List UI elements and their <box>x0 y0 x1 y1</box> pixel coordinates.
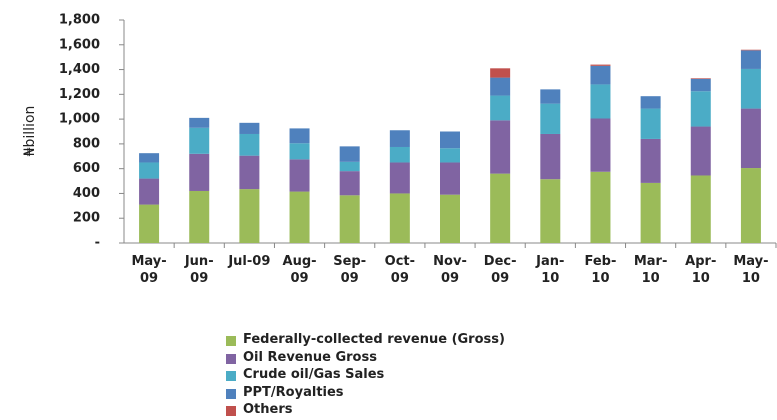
bar-segment <box>389 130 410 147</box>
bar-segment <box>590 118 611 172</box>
y-tick-label: 600 <box>73 161 100 176</box>
bar-segment <box>289 191 310 243</box>
x-tick-label: Oct-09 <box>384 254 416 286</box>
bar-segment <box>690 126 711 176</box>
x-tick-label: Dec-09 <box>483 254 517 286</box>
y-tick-label: 1,200 <box>59 87 100 102</box>
bar-segment <box>690 78 711 92</box>
bar-segment <box>540 133 561 180</box>
bar-segment <box>189 117 210 128</box>
x-tick-label: Aug-09 <box>282 254 317 286</box>
x-tick-label: Nov-09 <box>433 254 467 286</box>
bar-segment <box>189 153 210 191</box>
bar-segment <box>139 178 160 205</box>
bar-segment <box>189 190 210 243</box>
bar-segment <box>490 120 511 174</box>
bar-segment <box>239 155 260 190</box>
bar-segment <box>740 68 761 109</box>
y-tick-label: 1,000 <box>59 112 100 127</box>
legend-label: Crude oil/Gas Sales <box>243 367 385 382</box>
bar-segment <box>490 173 511 243</box>
legend-swatch <box>226 336 236 346</box>
bar-segment <box>339 171 360 196</box>
x-tick-label: Jun-09 <box>184 254 214 286</box>
bar-segment <box>289 159 310 192</box>
x-tick-label: Jan-10 <box>536 254 565 286</box>
x-tick-label: Jul-09 <box>228 254 271 269</box>
bar-segment <box>139 204 160 243</box>
legend-label: PPT/Royalties <box>243 384 344 400</box>
x-tick-label: Mar-10 <box>633 254 668 286</box>
bar-segment <box>740 49 761 51</box>
bar-segment <box>640 96 661 109</box>
bar-segment <box>690 91 711 127</box>
legend-label: Oil Revenue Gross <box>243 349 377 365</box>
legend-swatch <box>226 353 236 364</box>
y-tick-label: 1,600 <box>59 37 100 52</box>
legend-swatch <box>226 406 236 416</box>
bar-segment <box>139 153 160 163</box>
bar-segment <box>740 168 761 243</box>
bar-segment <box>339 195 360 243</box>
y-tick-label: 400 <box>73 186 100 201</box>
bar-segment <box>389 146 410 163</box>
bar-segment <box>440 194 460 243</box>
bar-segment <box>640 108 661 139</box>
bar-segment <box>590 65 611 85</box>
y-tick-label: 1,400 <box>59 62 100 77</box>
bar-segment <box>740 50 761 69</box>
legend-swatch <box>226 388 236 399</box>
bar-segment <box>239 133 260 156</box>
bar-segment <box>339 161 360 172</box>
legend-label: Federally-collected revenue (Gross) <box>243 332 505 347</box>
bar-segment <box>339 146 360 162</box>
bar-segment <box>289 143 310 160</box>
y-tick-label: 800 <box>73 136 100 151</box>
bar-segment <box>440 131 460 149</box>
legend-swatch <box>226 371 236 381</box>
bar-segment <box>590 84 611 119</box>
bar-segment <box>490 77 511 96</box>
bar-segment <box>490 95 511 121</box>
bar-segment <box>640 138 661 183</box>
bar-segment <box>590 171 611 243</box>
bar-segment <box>239 122 260 134</box>
bar-segment <box>289 128 310 144</box>
y-tick-label: 200 <box>73 211 100 226</box>
bar-segment <box>440 162 460 195</box>
y-tick-label: - <box>95 236 100 251</box>
bar-segment <box>690 78 711 79</box>
legend-label: Others <box>243 402 293 417</box>
bar-segment <box>490 68 511 78</box>
bar-segment <box>690 175 711 243</box>
x-tick-label: Apr-10 <box>685 254 717 286</box>
bar-segment <box>640 182 661 243</box>
x-tick-label: Feb-10 <box>584 254 617 286</box>
bar-segment <box>189 127 210 154</box>
bar-segment <box>440 148 460 163</box>
bar-segment <box>740 108 761 169</box>
x-tick-label: Sep-09 <box>333 254 367 286</box>
bar-segment <box>540 103 561 134</box>
y-tick-label: 1,800 <box>59 13 100 28</box>
bar-segment <box>540 179 561 243</box>
x-tick-label: May-10 <box>733 254 769 286</box>
bar-segment <box>540 89 561 104</box>
bar-segment <box>239 189 260 243</box>
bar-segment <box>590 64 611 66</box>
bar-segment <box>389 162 410 194</box>
bar-segment <box>139 162 160 179</box>
y-axis-label: ₦billion <box>22 106 38 157</box>
x-tick-label: May-09 <box>131 254 167 286</box>
bar-segment <box>389 193 410 243</box>
